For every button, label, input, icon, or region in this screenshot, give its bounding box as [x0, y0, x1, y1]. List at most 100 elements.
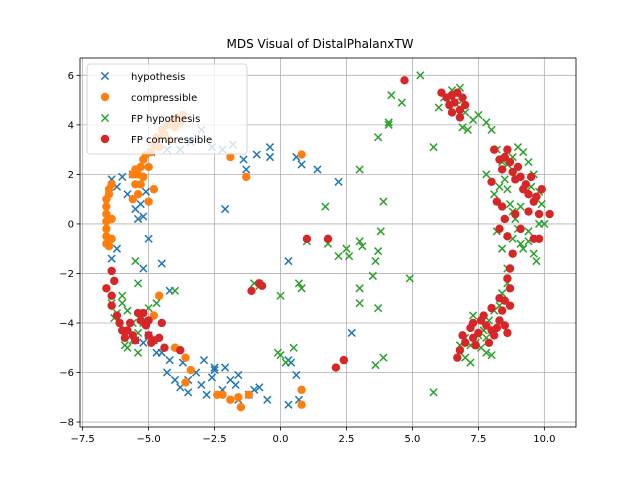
- data-point: [455, 105, 465, 115]
- x-tick-label: −2.5: [202, 434, 226, 445]
- data-point: [482, 170, 491, 179]
- data-point: [500, 175, 509, 184]
- data-point: [118, 299, 127, 308]
- data-point: [226, 152, 235, 162]
- data-point: [281, 358, 290, 367]
- data-point: [136, 199, 145, 209]
- data-point: [487, 303, 496, 313]
- data-point: [463, 125, 472, 134]
- data-point: [170, 286, 180, 295]
- data-point: [503, 328, 512, 338]
- data-point: [107, 266, 116, 276]
- data-point: [263, 395, 272, 404]
- data-point: [133, 279, 143, 288]
- legend-marker: [100, 134, 110, 144]
- data-point: [468, 333, 478, 343]
- data-point: [492, 197, 502, 206]
- data-point: [139, 264, 148, 273]
- data-point: [505, 284, 515, 293]
- data-point: [497, 306, 507, 315]
- data-point: [358, 242, 367, 251]
- data-point: [154, 333, 164, 343]
- data-point: [115, 318, 124, 328]
- data-point: [131, 336, 140, 345]
- data-point: [152, 348, 161, 357]
- x-tick-label: 7.5: [470, 434, 486, 445]
- data-point: [131, 256, 140, 266]
- data-point: [297, 150, 306, 159]
- data-point: [513, 162, 523, 172]
- data-point: [521, 180, 531, 189]
- data-point: [107, 254, 116, 263]
- data-point: [197, 380, 206, 390]
- data-point: [257, 281, 267, 291]
- data-point: [323, 234, 333, 243]
- data-point: [397, 98, 407, 107]
- data-point: [524, 190, 533, 199]
- data-point: [244, 390, 254, 400]
- data-point: [500, 321, 509, 330]
- y-axis: −8 −6 −4 −2 0 2 4 6: [59, 71, 80, 429]
- data-point: [339, 355, 349, 365]
- data-point: [355, 237, 364, 246]
- data-point: [453, 353, 462, 362]
- data-point: [334, 251, 343, 261]
- data-point: [220, 204, 230, 214]
- data-point: [141, 321, 151, 330]
- y-tick-label: −8: [59, 418, 74, 429]
- data-point: [334, 177, 343, 186]
- data-point: [128, 194, 137, 204]
- data-point: [355, 299, 364, 308]
- data-point: [321, 202, 330, 211]
- data-point: [500, 214, 509, 224]
- data-point: [416, 71, 425, 80]
- data-point: [516, 202, 525, 211]
- data-point: [133, 348, 143, 357]
- data-point: [239, 155, 248, 164]
- data-point: [123, 326, 132, 335]
- data-point: [437, 88, 446, 97]
- data-point: [102, 202, 111, 211]
- data-point: [234, 370, 243, 380]
- data-point: [162, 368, 172, 377]
- legend-label: hypothesis: [131, 72, 185, 83]
- data-point: [458, 331, 467, 340]
- data-point: [373, 247, 383, 256]
- data-point: [495, 224, 504, 234]
- legend-label: FP compressible: [131, 135, 212, 146]
- data-point: [379, 353, 388, 362]
- data-point: [102, 209, 111, 219]
- data-point: [529, 234, 538, 243]
- data-point: [136, 180, 145, 189]
- data-point: [152, 299, 161, 308]
- y-tick-label: −4: [59, 318, 74, 329]
- data-point: [160, 343, 169, 352]
- data-point: [220, 363, 230, 372]
- data-point: [524, 227, 533, 236]
- data-point: [484, 338, 494, 347]
- data-point: [487, 326, 496, 335]
- data-point: [487, 351, 496, 360]
- data-point: [468, 318, 478, 328]
- data-point: [125, 318, 135, 328]
- data-point: [112, 311, 122, 320]
- legend-marker: [100, 71, 110, 81]
- data-point: [218, 390, 227, 400]
- data-point: [252, 150, 261, 159]
- data-point: [342, 244, 351, 253]
- data-point: [331, 363, 341, 372]
- data-point: [110, 276, 119, 286]
- data-point: [508, 249, 517, 258]
- data-point: [524, 207, 533, 216]
- data-point: [384, 120, 393, 129]
- data-point: [505, 157, 515, 167]
- data-point: [184, 388, 193, 397]
- data-point: [379, 197, 388, 206]
- data-point: [107, 180, 116, 189]
- data-point: [136, 316, 145, 325]
- data-point: [157, 318, 166, 328]
- data-point: [255, 383, 264, 392]
- data-point: [466, 358, 475, 367]
- legend-marker: [100, 113, 110, 123]
- data-point: [226, 395, 235, 404]
